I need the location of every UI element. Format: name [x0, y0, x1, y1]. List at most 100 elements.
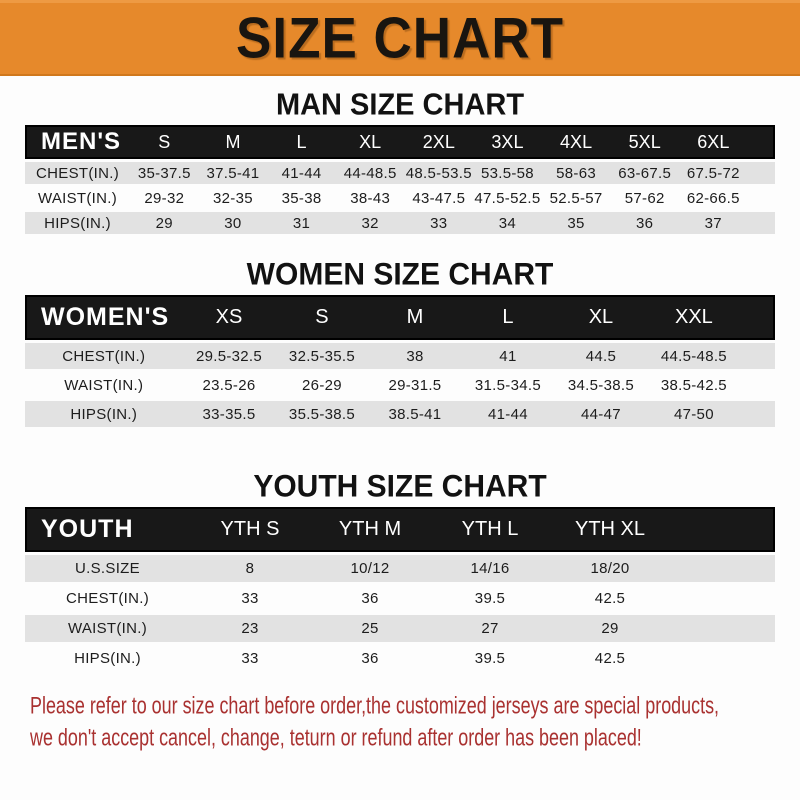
measurement-value: 29.5-32.5: [182, 343, 276, 369]
measurement-value: 29-31.5: [388, 376, 442, 394]
group-label: YOUTH: [25, 507, 190, 552]
measurement-value: 14/16: [430, 555, 550, 582]
measurement-row: HIPS(IN.) 29 30 31 32 33 34 35 36 37: [25, 212, 775, 234]
measurement-value: 8: [190, 555, 310, 582]
group-label: WOMEN'S: [25, 295, 183, 340]
measurement-value: 36: [610, 212, 679, 234]
measurement-row: WAIST(IN.) 29-32 32-35 35-38 38-43 43-47.5 47.…: [25, 187, 775, 209]
size-column-header: S: [130, 125, 199, 159]
measurement-value: 39.5: [474, 650, 506, 667]
measurement-value: 34: [473, 212, 542, 234]
size-column-header: 5XL: [610, 125, 679, 159]
measurement-value: 47-50: [647, 401, 741, 427]
measurement-value: 33-35.5: [182, 401, 276, 427]
measurement-value: 35.5-38.5: [275, 401, 369, 427]
women-size-table: WOMEN'S XS S M L XL XXL CHEST(IN.) 29.5-32.5 32.5…: [25, 292, 775, 430]
spacer-cell: [670, 507, 775, 552]
measurement-value: 53.5-58: [473, 162, 542, 184]
row-label: WAIST(IN.): [64, 376, 144, 394]
measurement-value: 38: [368, 343, 462, 369]
measurement-row: CHEST(IN.) 33 36 39.5 42.5: [25, 585, 775, 612]
men-size-table: MEN'S S M L XL 2XL 3XL 4XL 5XL 6XL CHEST(IN.) 35-37…: [25, 122, 775, 237]
measurement-value: 41-44: [267, 162, 336, 184]
section-men: MAN SIZE CHART MEN'S S M L XL 2XL 3XL 4XL 5XL 6XL…: [0, 88, 800, 237]
measurement-value: 34.5-38.5: [567, 376, 634, 394]
measurement-value: 29: [550, 615, 670, 642]
measurement-row: HIPS(IN.) 33-35.5 35.5-38.5 38.5-41 41-44 44-…: [25, 401, 775, 427]
measurement-value: 43-47.5: [412, 189, 466, 207]
size-column-header: 2XL: [404, 125, 474, 159]
measurement-value: 26-29: [302, 376, 342, 394]
measurement-value: 29-32: [144, 189, 185, 207]
spacer-cell: [740, 372, 775, 398]
measurement-value: 33: [241, 590, 259, 607]
measurement-value: 35: [541, 212, 611, 234]
measurement-value: 39.5: [474, 590, 506, 607]
measurement-value: 29: [130, 212, 199, 234]
measurement-value: 25: [310, 615, 430, 642]
spacer-cell: [748, 187, 775, 209]
spacer-cell: [740, 295, 775, 340]
row-label: HIPS(IN.): [25, 401, 183, 427]
size-column-header: 6XL: [679, 125, 748, 159]
measurement-row: HIPS(IN.) 33 36 39.5 42.5: [25, 645, 775, 672]
size-column-header: XL: [335, 125, 405, 159]
size-column-header: L: [461, 295, 555, 340]
size-column-header: 3XL: [473, 125, 542, 159]
measurement-value: 47.5-52.5: [474, 189, 541, 207]
size-column-header: 4XL: [541, 125, 611, 159]
measurement-row: CHEST(IN.) 35-37.5 37.5-41 41-44 44-48.5 48.5…: [25, 162, 775, 184]
size-column-header: M: [198, 125, 268, 159]
spacer-cell: [747, 162, 775, 184]
measurement-value: 44-48.5: [335, 162, 405, 184]
measurement-value: 58-63: [541, 162, 611, 184]
measurement-value: 57-62: [624, 189, 665, 207]
measurement-value: 18/20: [550, 555, 670, 582]
row-label: WAIST(IN.): [37, 189, 118, 207]
measurement-value: 44.5: [554, 343, 648, 369]
spacer-cell: [670, 555, 775, 582]
section-title-men: MAN SIZE CHART: [275, 88, 525, 122]
measurement-value: 67.5-72: [679, 162, 748, 184]
measurement-value: 41: [461, 343, 555, 369]
measurement-value: 38-43: [350, 189, 391, 207]
row-label: CHEST(IN.): [25, 162, 130, 184]
measurement-value: 44.5-48.5: [647, 343, 741, 369]
disclaimer: Please refer to our size chart before or…: [30, 689, 800, 753]
section-title-youth: YOUTH SIZE CHART: [253, 469, 547, 504]
banner: SIZE CHART: [0, 0, 800, 76]
size-header-row: YOUTH YTH S YTH M YTH L YTH XL: [25, 507, 775, 552]
size-column-header: YTH XL: [550, 507, 670, 552]
spacer-cell: [670, 615, 775, 642]
size-column-header: L: [267, 125, 336, 159]
spacer-cell: [747, 212, 775, 234]
row-label: CHEST(IN.): [66, 590, 149, 607]
spacer-cell: [747, 125, 775, 159]
measurement-value: 37: [679, 212, 748, 234]
row-label: WAIST(IN.): [25, 615, 190, 642]
spacer-cell: [670, 645, 775, 672]
size-column-header: S: [275, 295, 369, 340]
measurement-value: 32-35: [213, 189, 253, 207]
spacer-cell: [670, 585, 775, 612]
row-label: U.S.SIZE: [25, 555, 190, 582]
disclaimer-line-1: Please refer to our size chart before or…: [30, 691, 720, 719]
size-column-header: YTH M: [310, 507, 430, 552]
measurement-value: 32.5-35.5: [275, 343, 369, 369]
page-title: SIZE CHART: [236, 6, 564, 71]
measurement-value: 36: [361, 650, 379, 667]
row-label: HIPS(IN.): [25, 212, 130, 234]
measurement-value: 27: [430, 615, 550, 642]
measurement-row: U.S.SIZE 8 10/12 14/16 18/20: [25, 555, 775, 582]
measurement-value: 30: [198, 212, 268, 234]
measurement-value: 31: [267, 212, 336, 234]
section-youth: YOUTH SIZE CHART YOUTH YTH S YTH M YTH L YTH…: [0, 469, 800, 675]
measurement-value: 48.5-53.5: [404, 162, 474, 184]
measurement-value: 32: [335, 212, 405, 234]
section-title-women: WOMEN SIZE CHART: [246, 257, 554, 292]
disclaimer-line-2: we don't accept cancel, change, teturn o…: [30, 723, 642, 751]
measurement-value: 33: [404, 212, 474, 234]
measurement-value: 37.5-41: [198, 162, 268, 184]
size-header-row: WOMEN'S XS S M L XL XXL: [25, 295, 775, 340]
